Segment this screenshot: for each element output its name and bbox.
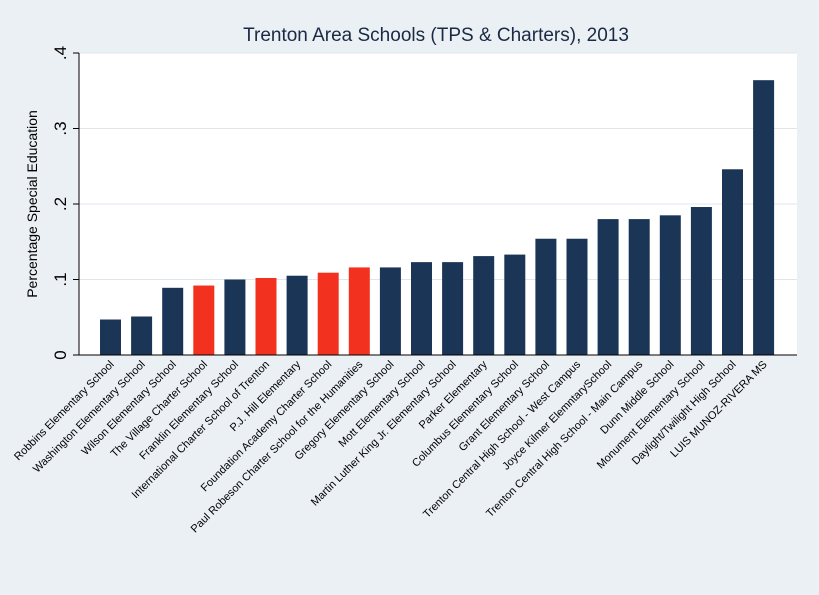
y-tick-label: .1 — [51, 272, 70, 286]
y-tick-label: .3 — [51, 121, 70, 135]
bar — [286, 275, 308, 355]
bar — [317, 272, 339, 355]
bar — [690, 207, 712, 355]
bar — [379, 267, 401, 355]
y-tick-label: .4 — [51, 46, 70, 60]
bar — [224, 279, 246, 355]
y-tick-label: .2 — [51, 197, 70, 211]
bar — [162, 287, 184, 355]
y-tick-label: 0 — [51, 350, 70, 359]
bars — [100, 80, 775, 356]
y-axis-label: Percentage Special Education — [24, 110, 40, 298]
bar — [473, 256, 495, 355]
bar — [348, 267, 370, 355]
bar — [597, 219, 619, 355]
bar — [193, 285, 215, 355]
bar — [659, 215, 681, 355]
bar — [535, 238, 557, 355]
bar — [628, 219, 650, 355]
chart-title: Trenton Area Schools (TPS & Charters), 2… — [243, 25, 629, 46]
bar — [131, 316, 153, 355]
bar — [566, 238, 588, 355]
bar — [442, 262, 464, 355]
bar — [753, 80, 775, 356]
y-axis-ticks: 0 .1 .2 .3 .4 — [51, 46, 79, 360]
bar — [722, 169, 743, 355]
bar — [411, 262, 432, 355]
bar — [255, 277, 277, 355]
bar — [504, 254, 526, 355]
bar — [100, 319, 121, 355]
